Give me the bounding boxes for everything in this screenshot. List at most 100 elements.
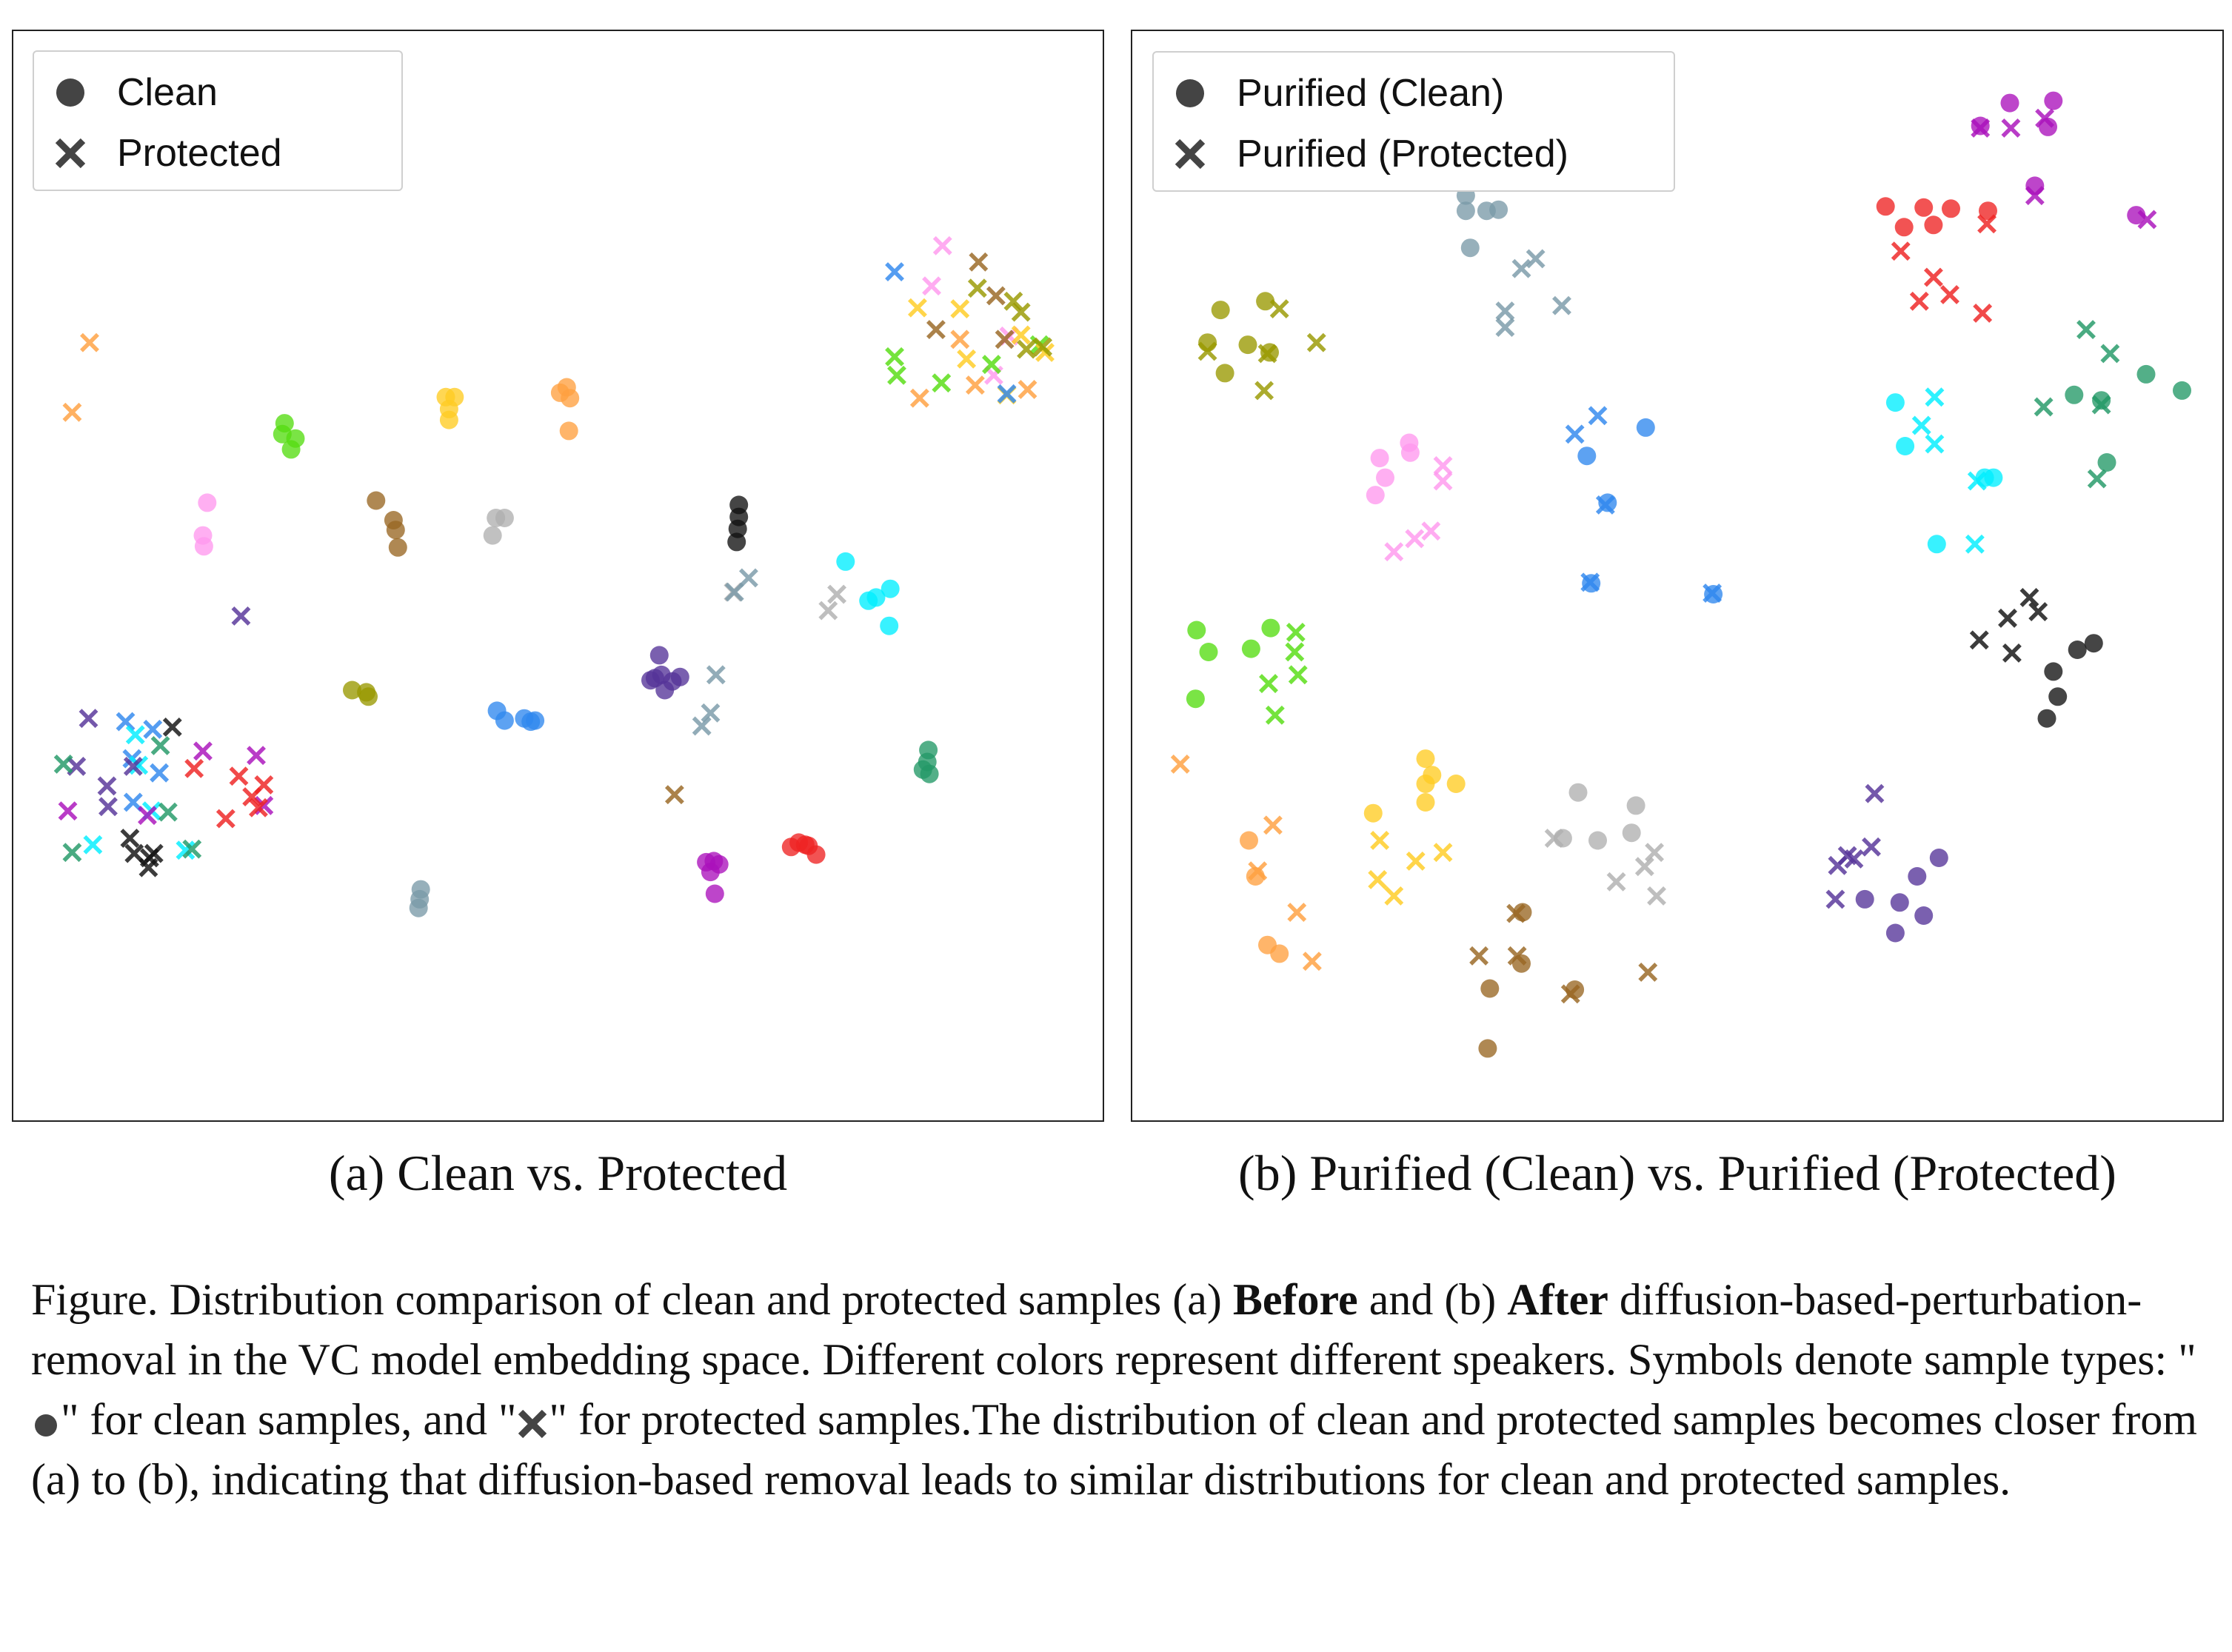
a-protected-point-s6-2 — [967, 278, 987, 298]
a-protected-point-s4-3 — [986, 286, 1006, 306]
a-protected-point-s8-3 — [83, 835, 103, 855]
b-clean-point-s14-4 — [1885, 923, 1905, 943]
a-clean-point-s6-2 — [359, 687, 378, 706]
a-protected-point-s14-2 — [158, 802, 178, 822]
b-protected-point-s0-1 — [1433, 455, 1453, 475]
b-protected-point-s8-1 — [1565, 424, 1585, 444]
b-protected-point-s8-3 — [1580, 572, 1600, 592]
b-protected-point-s9-1 — [1891, 241, 1911, 261]
caption-bold-after: After — [1507, 1275, 1608, 1324]
b-protected-point-s1-3 — [1259, 674, 1278, 694]
a-protected-point-s3-3 — [950, 330, 970, 350]
b-clean-point-s11-0 — [1885, 393, 1905, 412]
b-protected-point-s1-0 — [1286, 623, 1306, 642]
b-clean-point-s0-2 — [1370, 449, 1389, 468]
a-protected-point-s12-4 — [254, 795, 274, 815]
legend-entry-purified-protected: Purified (Protected) — [1173, 124, 1654, 184]
b-clean-point-s10-4 — [2025, 176, 2045, 195]
b-protected-point-s0-4 — [1384, 542, 1404, 562]
b-protected-point-s2-0 — [1370, 831, 1390, 850]
b-clean-point-s12-4 — [2097, 453, 2116, 472]
b-protected-point-s4-2 — [1507, 946, 1527, 966]
b-protected-point-s10-2 — [2035, 108, 2055, 128]
a-protected-point-s6-1 — [1033, 337, 1053, 357]
a-clean-point-s13-4 — [806, 845, 826, 864]
caption-text-3: diffusion-based-perturbation-removal in … — [31, 1275, 2196, 1384]
b-clean-point-s14-0 — [1929, 849, 1948, 867]
b-protected-point-s6-4 — [1254, 381, 1274, 401]
circle-icon — [35, 1414, 57, 1437]
a-protected-point-s2-3 — [957, 349, 977, 369]
a-protected-point-s4-2 — [926, 320, 946, 339]
b-clean-point-s7-4 — [1460, 238, 1480, 258]
caption-bold-before: Before — [1232, 1275, 1358, 1324]
circle-icon — [1176, 79, 1204, 107]
b-clean-point-s14-5 — [1855, 889, 1874, 909]
b-protected-point-s7-3 — [1495, 301, 1515, 321]
b-clean-point-s3-0 — [1240, 831, 1258, 850]
b-clean-point-s8-1 — [1577, 447, 1597, 466]
b-protected-point-s6-3 — [1257, 344, 1277, 364]
b-protected-point-s1-1 — [1285, 642, 1305, 662]
b-clean-point-s5-4 — [1622, 823, 1641, 843]
a-protected-point-s12-1 — [247, 746, 266, 766]
a-protected-point-s1-2 — [932, 373, 952, 393]
b-protected-point-s4-4 — [1638, 962, 1658, 982]
a-protected-point-s10-1 — [701, 703, 721, 723]
a-protected-point-s14-0 — [150, 736, 170, 755]
a-clean-point-s10-2 — [409, 898, 428, 917]
a-clean-point-s3-3 — [559, 421, 578, 441]
scatter-panel-a: Clean Protected — [12, 30, 1104, 1122]
b-clean-point-s1-2 — [1186, 689, 1205, 709]
b-protected-point-s5-2 — [1634, 857, 1654, 877]
a-protected-point-s13-3 — [242, 787, 262, 807]
legend-entry-clean: Clean — [53, 62, 382, 123]
a-clean-point-s11-0 — [649, 646, 669, 665]
b-protected-point-s9-5 — [1973, 304, 1993, 323]
a-protected-point-s9-2 — [120, 829, 140, 848]
b-protected-point-s0-2 — [1405, 529, 1425, 549]
a-protected-point-s8-0 — [125, 725, 145, 745]
b-clean-point-s2-5 — [1363, 803, 1383, 823]
a-protected-point-s3-0 — [80, 332, 99, 352]
b-protected-point-s14-4 — [1862, 837, 1881, 857]
a-clean-point-s3-2 — [561, 389, 580, 408]
b-clean-point-s1-1 — [1199, 643, 1218, 661]
legend-label-purified-protected: Purified (Protected) — [1237, 133, 1568, 175]
b-clean-point-s13-3 — [2048, 687, 2068, 706]
a-protected-point-s7-5 — [150, 763, 170, 783]
a-clean-point-s8-4 — [880, 616, 899, 635]
b-clean-point-s6-1 — [1256, 292, 1275, 311]
b-clean-point-s13-1 — [2084, 634, 2103, 653]
a-protected-point-s13-1 — [184, 758, 204, 778]
a-protected-point-s0-1 — [922, 276, 941, 296]
b-protected-point-s13-0 — [2019, 587, 2039, 607]
b-protected-point-s2-4 — [1384, 886, 1404, 906]
b-protected-point-s1-4 — [1265, 705, 1285, 725]
b-clean-point-s3-3 — [1270, 944, 1289, 963]
a-protected-point-s12-2 — [58, 801, 78, 821]
b-protected-point-s5-1 — [1606, 872, 1626, 892]
a-protected-point-s2-0 — [907, 298, 927, 318]
caption-text-2: and (b) — [1357, 1275, 1508, 1324]
x-icon — [1175, 138, 1206, 170]
a-clean-point-s8-2 — [866, 588, 886, 607]
b-protected-point-s3-0 — [1170, 755, 1190, 774]
a-protected-point-s7-2 — [116, 712, 136, 732]
b-clean-point-s2-0 — [1416, 749, 1435, 769]
a-clean-point-s0-0 — [198, 493, 217, 512]
a-clean-point-s4-2 — [386, 521, 405, 540]
a-protected-point-s3-1 — [62, 402, 82, 422]
b-protected-point-s5-4 — [1647, 886, 1666, 906]
b-protected-point-s4-3 — [1560, 984, 1580, 1004]
b-clean-point-s12-0 — [2065, 385, 2084, 404]
b-protected-point-s9-2 — [1923, 267, 1943, 287]
caption-text-4: " for clean samples, and " — [61, 1395, 517, 1444]
b-clean-point-s9-1 — [1914, 198, 1934, 217]
a-protected-point-s13-4 — [215, 809, 235, 829]
b-clean-point-s10-1 — [2044, 91, 2063, 110]
b-protected-point-s11-3 — [1967, 471, 1987, 491]
a-protected-point-s10-0 — [706, 665, 726, 685]
b-protected-point-s11-0 — [1925, 387, 1945, 407]
a-protected-point-s11-1 — [78, 709, 98, 729]
